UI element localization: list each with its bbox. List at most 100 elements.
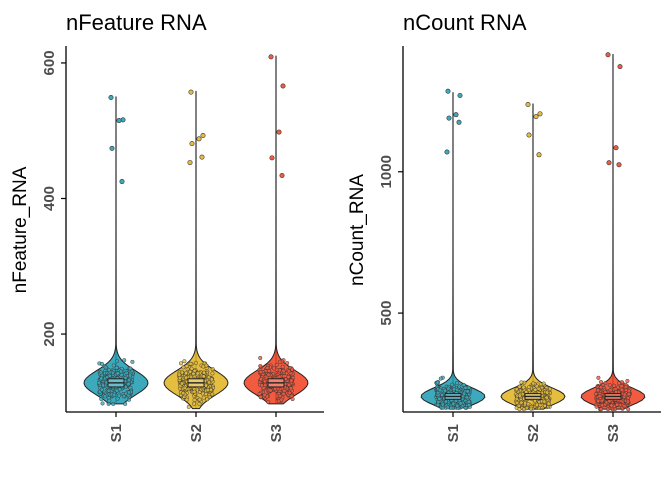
outlier-point (536, 152, 542, 158)
data-point (277, 368, 282, 373)
data-point (598, 407, 604, 412)
data-point (201, 374, 206, 379)
data-point (258, 364, 263, 369)
outlier-point (268, 54, 274, 60)
x-tick-label: S1 (445, 424, 462, 442)
data-point (271, 366, 276, 371)
data-point (265, 365, 270, 370)
data-point (531, 381, 536, 386)
data-point (97, 380, 102, 385)
data-point (279, 397, 284, 402)
outlier-point (279, 172, 285, 178)
data-point (626, 392, 631, 397)
data-point (203, 383, 208, 388)
violin-group-s1 (83, 95, 149, 406)
data-point (280, 364, 285, 369)
data-point (622, 404, 627, 409)
data-point (262, 392, 267, 397)
data-point (126, 390, 132, 395)
data-point (616, 381, 622, 386)
violin-group-s1 (420, 88, 486, 410)
data-point (205, 397, 210, 402)
data-point (191, 371, 196, 376)
data-point (201, 364, 206, 369)
data-point (126, 378, 131, 383)
data-point (111, 401, 116, 406)
data-point (467, 403, 472, 408)
data-point (521, 407, 526, 412)
outlier-point (276, 129, 282, 135)
data-point (437, 396, 442, 401)
outlier-point (453, 112, 459, 118)
data-point (266, 372, 271, 377)
data-point (123, 401, 128, 406)
data-point (281, 369, 286, 374)
violin-body (500, 103, 566, 410)
outlier-point (269, 155, 275, 161)
violin-body (243, 55, 309, 405)
data-point (128, 385, 133, 390)
data-point (128, 373, 133, 378)
outlier-point (456, 119, 462, 125)
data-point (514, 387, 519, 392)
outlier-point (457, 92, 463, 98)
data-point (184, 364, 189, 369)
data-point (596, 375, 601, 380)
violin-group-s2 (163, 89, 229, 410)
data-point (201, 395, 206, 400)
data-point (277, 374, 282, 379)
outlier-point (189, 141, 195, 147)
data-point (440, 392, 445, 397)
data-point (179, 381, 184, 386)
data-point (192, 389, 197, 394)
data-point (177, 372, 182, 377)
data-point (443, 399, 448, 404)
x-tick-label: S3 (605, 424, 622, 442)
y-axis-label-ncount: nCount_RNA (347, 174, 368, 286)
data-point (625, 399, 630, 404)
data-point (438, 388, 443, 393)
data-point (597, 394, 602, 399)
data-point (541, 381, 546, 386)
data-point (286, 374, 291, 379)
data-point (626, 407, 631, 412)
outlier-point (196, 136, 202, 142)
data-point (192, 397, 197, 402)
data-point (544, 395, 549, 400)
data-point (258, 377, 263, 382)
data-point (442, 388, 448, 393)
data-point (210, 392, 215, 397)
y-tick-label: 500 (378, 301, 395, 326)
data-point (100, 401, 105, 406)
data-point (197, 397, 202, 402)
data-point (609, 403, 614, 408)
data-point (521, 385, 526, 390)
data-point (542, 399, 547, 404)
data-point (195, 371, 200, 376)
data-point (106, 388, 111, 393)
data-point (607, 399, 612, 404)
outlier-point (280, 83, 286, 89)
x-tick-label: S2 (525, 424, 542, 442)
data-point (258, 355, 263, 360)
x-tick-label: S3 (268, 424, 285, 442)
outlier-point (613, 145, 619, 151)
data-point (107, 373, 112, 378)
data-point (181, 391, 186, 396)
data-point (451, 401, 456, 406)
outlier-point (606, 160, 612, 166)
data-point (119, 372, 124, 377)
data-point (107, 398, 112, 403)
data-point (619, 384, 624, 389)
outlier-point (444, 149, 450, 155)
data-point (282, 388, 287, 393)
data-point (533, 387, 538, 392)
data-point (608, 388, 613, 393)
data-point (180, 370, 185, 375)
data-point (188, 361, 193, 366)
data-point (625, 378, 630, 383)
data-point (197, 401, 202, 406)
data-point (184, 397, 189, 402)
data-point (210, 367, 215, 372)
data-point (538, 403, 543, 408)
